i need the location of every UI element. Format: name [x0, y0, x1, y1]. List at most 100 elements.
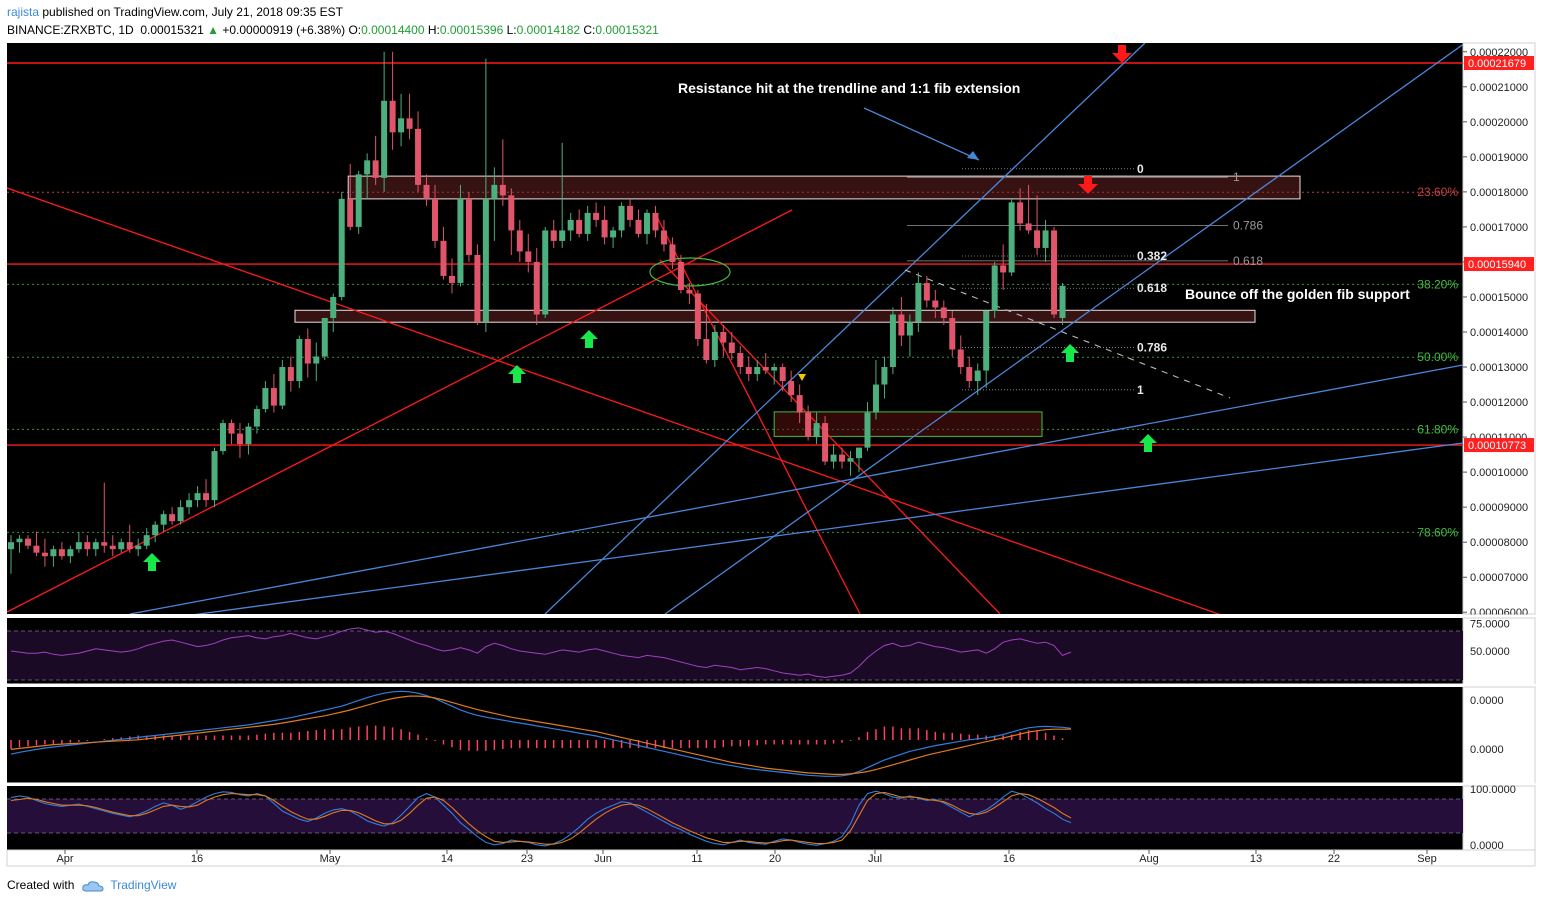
candle	[398, 93, 405, 147]
drawings	[7, 43, 1463, 614]
candle	[440, 226, 447, 280]
candle-body	[135, 545, 142, 550]
support-zone	[294, 309, 1256, 323]
candle	[694, 289, 701, 347]
candle-body	[381, 100, 388, 178]
rsi-tick-label: 75.0000	[1470, 619, 1510, 631]
candle	[1034, 195, 1041, 255]
time-tick-label: 16	[191, 853, 203, 865]
candle-body	[41, 552, 48, 557]
price-tick-label: 0.00014000	[1470, 327, 1528, 339]
price-badge-label: 0.00021679	[1468, 58, 1526, 70]
time-tick-label: May	[320, 853, 341, 865]
candle-body	[906, 321, 913, 336]
candle-body	[966, 367, 973, 382]
change-up-icon: ▲	[207, 23, 219, 37]
candle	[847, 451, 854, 476]
symbol-info: BINANCE:ZRXBTC, 1D 0.00015321 ▲ +0.00000…	[7, 23, 659, 37]
candle	[889, 307, 896, 375]
candle	[830, 444, 837, 469]
candle-body	[330, 296, 337, 318]
price-tick-label: 0.00022000	[1470, 47, 1528, 59]
candle-body	[1051, 230, 1058, 315]
time-tick-label: 11	[691, 853, 702, 865]
price-tick-label: 0.00019000	[1470, 152, 1528, 164]
tradingview-link[interactable]: TradingView	[110, 878, 177, 892]
candle	[949, 310, 956, 357]
candle-body	[245, 426, 252, 445]
low-value: 0.00014182	[516, 23, 581, 37]
fib-extension-label: 1	[1233, 170, 1240, 184]
candle-body	[398, 118, 405, 133]
fib-extension-label: 0.786	[1137, 340, 1167, 354]
candle-body	[279, 367, 286, 406]
fib-extension-label: 1	[1137, 383, 1144, 397]
candle	[762, 353, 769, 375]
candle	[211, 447, 218, 508]
candle	[423, 174, 430, 206]
annotation-resistance-text: Resistance hit at the trendline and 1:1 …	[678, 80, 1020, 96]
candle-body	[754, 367, 761, 375]
publish-info: rajista published on TradingView.com, Ju…	[7, 5, 343, 19]
candle	[788, 370, 795, 403]
candle	[296, 335, 303, 389]
candle-body	[33, 545, 40, 553]
candle-body	[415, 128, 422, 185]
candle-body	[118, 542, 125, 550]
stoch-band	[7, 799, 1463, 833]
candle-body	[423, 184, 430, 199]
candle	[754, 360, 761, 382]
candle-body	[177, 507, 184, 522]
fib-retracement-label: 61.80%	[1417, 422, 1458, 436]
candle-body	[50, 549, 57, 557]
price-tick-label: 0.00012000	[1470, 397, 1528, 409]
time-tick-label: Apr	[56, 853, 73, 865]
high-value: 0.00015396	[439, 23, 504, 37]
time-scale-background	[6, 849, 1536, 867]
candle-body	[1034, 230, 1041, 248]
candle	[58, 542, 65, 560]
axes: 0.00022000 0.00021000 0.00020000 0.00019000…	[7, 47, 1535, 865]
candle-body	[745, 367, 752, 375]
symbol-label: BINANCE:ZRXBTC, 1D	[7, 23, 134, 37]
support-trendline-blue	[129, 364, 1463, 614]
candle-body	[143, 535, 150, 546]
candle	[169, 507, 176, 525]
candle-body	[567, 219, 574, 231]
candle-body	[152, 524, 159, 536]
candle-body	[584, 212, 591, 234]
candle	[262, 381, 269, 413]
close-value: 0.00015321	[595, 23, 659, 37]
candle-body	[686, 289, 693, 294]
fib-extension-label: 0	[1137, 162, 1144, 176]
candle	[711, 324, 718, 368]
time-tick-label: 16	[1003, 853, 1015, 865]
candle-body	[957, 349, 964, 368]
close-label: C:	[583, 23, 596, 37]
candle	[1025, 184, 1032, 234]
oscillators	[7, 627, 1463, 847]
candle	[24, 535, 31, 550]
candle-body	[872, 384, 879, 413]
price-badge	[1464, 438, 1534, 453]
price-tick-label: 0.00020000	[1470, 117, 1528, 129]
candle-body	[67, 549, 74, 557]
price-badge	[1464, 257, 1534, 272]
candle	[652, 205, 659, 238]
candle	[347, 163, 354, 231]
author-username[interactable]: rajista	[7, 5, 40, 19]
candle	[406, 93, 413, 140]
candle-body	[1059, 285, 1066, 318]
open-label: O:	[348, 23, 362, 37]
candle	[432, 184, 438, 248]
candle	[186, 493, 193, 515]
candle	[160, 510, 167, 532]
candle-body	[550, 230, 557, 241]
candle	[338, 191, 345, 301]
candle-body	[923, 282, 930, 301]
candle-body	[533, 261, 540, 315]
candle	[898, 296, 905, 347]
candle	[8, 535, 14, 574]
candle-body	[440, 240, 447, 276]
